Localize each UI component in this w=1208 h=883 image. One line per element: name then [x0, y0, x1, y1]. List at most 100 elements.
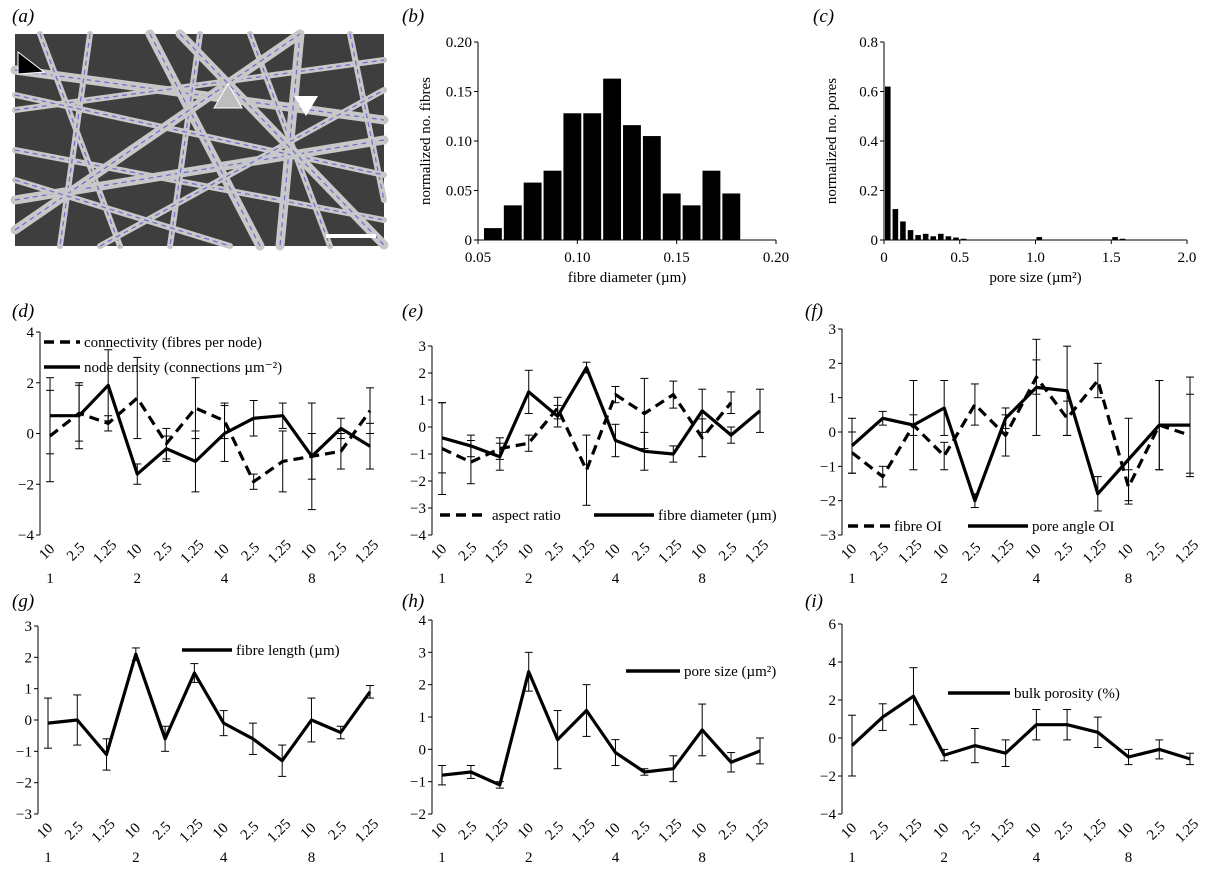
- group-label: 4: [220, 850, 228, 866]
- fibre-trace: [149, 33, 261, 247]
- solid-series-line: [850, 385, 1190, 503]
- y-tick-label: −1: [16, 744, 32, 760]
- histogram-bar: [662, 193, 681, 240]
- group-label: 4: [612, 571, 620, 587]
- histogram-bar: [702, 170, 721, 240]
- fibre-trace: [14, 59, 385, 111]
- y-tick-label: 1: [25, 682, 33, 698]
- x-tick-label: 2.5: [62, 819, 87, 844]
- x-tick-label: 2.5: [326, 540, 351, 565]
- histogram-bar: [930, 236, 937, 240]
- fibre: [57, 31, 93, 249]
- histogram-bar: [563, 113, 582, 240]
- y-tick-label: 6: [829, 617, 837, 633]
- x-tick-label: 2.5: [868, 540, 893, 565]
- y-tick-label: 0: [419, 742, 427, 758]
- group-label: 1: [438, 571, 446, 587]
- legend-label: pore size (µm²): [684, 664, 776, 680]
- x-tick-label: 2.0: [1178, 250, 1197, 266]
- x-tick-label: 2.5: [629, 540, 654, 565]
- x-tick-label: 10: [298, 820, 320, 842]
- panel-c: (c) 0 0.2 0.4 0.6 0.8 0 0.5 1.0 1.5 2.0 pore size …: [813, 6, 1196, 286]
- x-tick-label: 10: [123, 541, 145, 563]
- solid-series-line: [850, 694, 1191, 761]
- group-label: 1: [438, 850, 446, 866]
- y-tick-label: 1: [829, 391, 837, 407]
- group-label: 1: [848, 850, 856, 866]
- grey-arrowhead-marker: [213, 83, 243, 109]
- y-tick-label: 0.4: [859, 134, 878, 150]
- x-tick-label: 2.5: [543, 819, 568, 844]
- fibre: [12, 147, 387, 223]
- x-tick-label: 1.25: [1080, 537, 1110, 567]
- y-tick-label: 0.6: [859, 85, 878, 101]
- x-tick-label: 10: [1023, 820, 1045, 842]
- y-tick-label: −2: [820, 494, 836, 510]
- x-tick-label: 1.25: [656, 537, 686, 567]
- panel-label-e: (e): [402, 301, 423, 322]
- y-axis-label: normalized no. pores: [824, 78, 840, 204]
- y-tick-label: 1: [419, 393, 427, 409]
- x-tick-label: 1.25: [896, 816, 926, 846]
- x-tick-label: 10: [34, 820, 56, 842]
- x-tick-label: 10: [1023, 541, 1045, 563]
- x-tick-label: 1.25: [482, 537, 512, 567]
- x-tick-label: 1.25: [352, 537, 382, 567]
- panel-label-i: (i): [805, 591, 823, 612]
- histogram-bar: [953, 237, 959, 240]
- x-tick-label: 10: [688, 820, 710, 842]
- x-tick-label: 10: [428, 541, 450, 563]
- y-tick-label: 0: [419, 420, 427, 436]
- legend-label: bulk porosity (%): [1014, 686, 1120, 702]
- sem-micrograph: [10, 29, 389, 251]
- y-tick-label: 0.8: [859, 35, 878, 51]
- x-tick-label: 0.10: [564, 250, 590, 266]
- panel-label-b: (b): [402, 6, 424, 27]
- x-tick-label: 1.25: [177, 816, 207, 846]
- x-tick-label: 2.5: [239, 540, 264, 565]
- panel-label-a: (a): [12, 6, 34, 27]
- x-tick-label: 2.5: [543, 540, 568, 565]
- histogram-bar: [503, 205, 522, 240]
- x-tick-label: 0.05: [465, 250, 491, 266]
- x-tick-label: 10: [428, 820, 450, 842]
- legend-label: fibre length (µm): [236, 643, 340, 659]
- x-tick-label: 1.25: [90, 537, 120, 567]
- x-tick-label: 1.25: [1172, 537, 1202, 567]
- x-tick-label: 1.25: [656, 816, 686, 846]
- x-tick-label: 1.25: [178, 537, 208, 567]
- group-label: 8: [1125, 850, 1133, 866]
- histogram-bar: [483, 228, 502, 240]
- y-tick-label: 0.10: [446, 134, 472, 150]
- legend-label: fibre diameter (µm): [658, 508, 777, 524]
- group-label: 1: [848, 571, 856, 587]
- y-tick-label: 0.2: [859, 184, 878, 200]
- x-tick-label: 10: [930, 541, 952, 563]
- x-tick-label: 0.20: [763, 250, 789, 266]
- group-label: 8: [1125, 571, 1133, 587]
- histogram-bar: [938, 233, 944, 240]
- y-tick-label: 2: [27, 376, 35, 392]
- y-tick-label: 2: [419, 366, 427, 382]
- histogram-bar: [722, 193, 741, 240]
- y-tick-label: 0: [871, 233, 879, 249]
- fibre-trace: [349, 33, 385, 201]
- histogram-bar: [900, 221, 906, 240]
- x-tick-label: 2.5: [1052, 819, 1077, 844]
- panel-a: (a): [10, 6, 389, 251]
- fibre: [167, 31, 203, 249]
- group-label: 2: [940, 850, 948, 866]
- histogram-bar: [583, 113, 602, 240]
- y-tick-label: 2: [829, 693, 837, 709]
- x-tick-label: 10: [515, 820, 537, 842]
- x-tick-label: 10: [602, 541, 624, 563]
- y-tick-label: 0: [27, 427, 35, 443]
- y-tick-label: 4: [27, 325, 35, 341]
